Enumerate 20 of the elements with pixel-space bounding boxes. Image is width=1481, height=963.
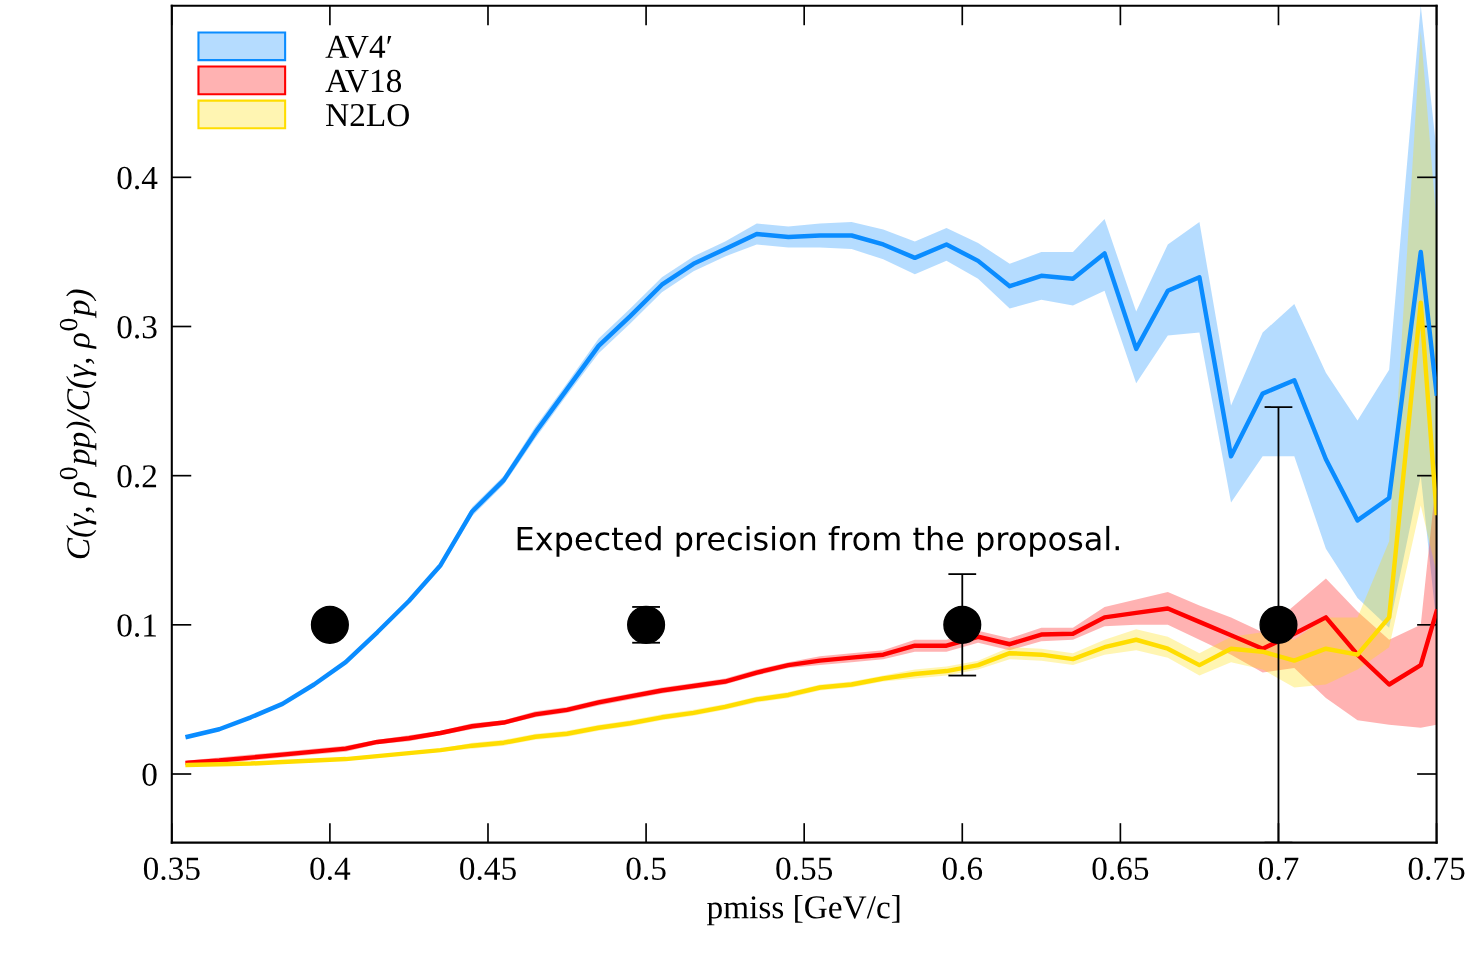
y-tick-label: 0 xyxy=(142,763,157,786)
x-tick-label: 0.55 xyxy=(776,857,833,881)
y-tick-label: 0.4 xyxy=(117,166,158,190)
x-tick-label: 0.75 xyxy=(1408,857,1465,881)
x-tick-label: 0.5 xyxy=(626,857,666,881)
y-tick-label: 0.2 xyxy=(117,465,157,488)
x-tick-label: 0.6 xyxy=(942,857,983,881)
x-tick-label: 0.4 xyxy=(310,857,351,881)
x-tick-label: 0.65 xyxy=(1092,857,1149,881)
annotation: Expected precision from the proposal. xyxy=(517,525,1119,557)
y-tick-label: 0.3 xyxy=(117,315,157,339)
y-axis-title: C(γ, ρ$^{0}$pp)/C(γ, ρ$^{0}$p) xyxy=(59,289,97,559)
x-tick-label: 0.7 xyxy=(1258,857,1299,881)
x-axis-title: pmiss [GeV/c] xyxy=(707,895,900,926)
legend-label: AV18 xyxy=(325,69,402,93)
x-tick-label: 0.45 xyxy=(460,857,516,881)
legend-label: AV4′ xyxy=(325,35,392,59)
legend-label: N2LO xyxy=(326,103,409,127)
y-tick-label: 0.1 xyxy=(117,614,156,637)
x-tick-label: 0.35 xyxy=(143,857,200,881)
